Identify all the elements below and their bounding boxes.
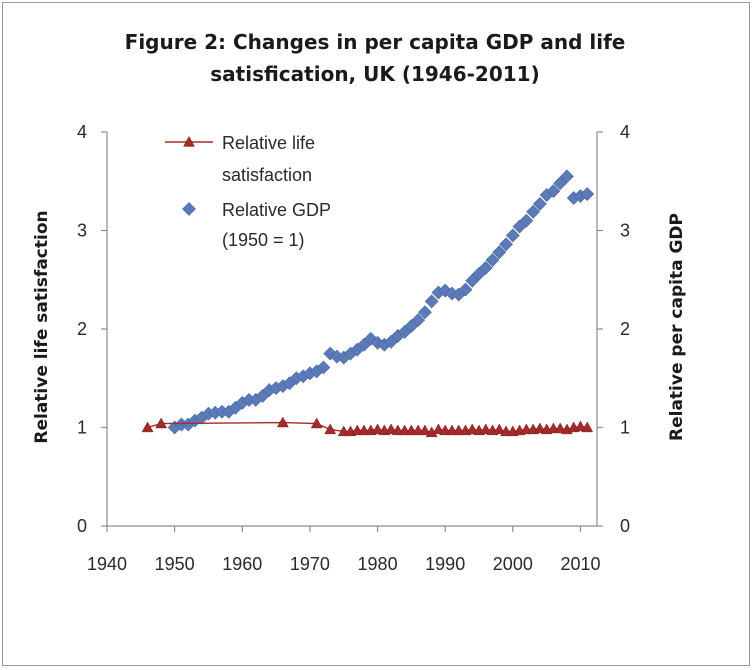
gdp-point	[546, 184, 561, 199]
legend-label-life-satisfaction: satisfaction	[222, 165, 312, 185]
life-satisfaction-point	[466, 423, 479, 435]
life-satisfaction-point	[581, 421, 594, 433]
gdp-point	[424, 294, 439, 309]
life-satisfaction-point	[155, 417, 168, 429]
life-satisfaction-point	[418, 424, 431, 436]
life-satisfaction-point	[479, 423, 492, 435]
life-satisfaction-series	[141, 416, 594, 438]
gdp-point	[492, 245, 507, 260]
gdp-point	[485, 253, 500, 267]
life-satisfaction-point	[574, 420, 587, 432]
life-satisfaction-point	[276, 416, 289, 428]
x-tick-label: 1990	[425, 554, 465, 574]
chart-title-line-2: satisfication, UK (1946-2011)	[210, 62, 539, 86]
life-satisfaction-point	[432, 423, 445, 435]
life-satisfaction-point	[141, 421, 154, 433]
gdp-point	[316, 360, 331, 375]
gdp-point	[580, 187, 595, 201]
gdp-series	[167, 169, 595, 435]
gdp-point	[417, 305, 432, 320]
y2-axis-title: Relative per capita GDP	[667, 213, 687, 441]
life-satisfaction-point	[554, 422, 567, 434]
x-tick-label: 1950	[155, 554, 195, 574]
gdp-point	[526, 204, 541, 219]
y-tick-label: 0	[77, 516, 87, 536]
gdp-point	[505, 228, 520, 243]
axes: 0 1 2 3 4 0 1 2 3 4 1940 1950 1960 1970 1980 1990 2000 20…	[77, 122, 630, 574]
gdp-point	[465, 273, 480, 288]
x-tick-label: 1940	[87, 554, 127, 574]
gdp-point	[519, 213, 534, 228]
gdp-point	[458, 282, 473, 297]
y-tick-label: 2	[77, 319, 87, 339]
y2-tick-label: 3	[620, 221, 630, 241]
y2-tick-label: 2	[620, 319, 630, 339]
gdp-point	[478, 261, 493, 275]
y-tick-label: 4	[77, 122, 87, 142]
life-satisfaction-point	[493, 423, 506, 435]
gdp-point	[532, 196, 547, 211]
life-satisfaction-point	[385, 423, 398, 435]
life-satisfaction-point	[310, 417, 323, 429]
x-tick-label: 1960	[222, 554, 262, 574]
legend-triangle-marker	[183, 135, 195, 147]
x-tick-label: 1980	[358, 554, 398, 574]
gdp-point	[411, 313, 426, 328]
gdp-point	[553, 176, 568, 191]
y2-tick-label: 1	[620, 418, 630, 438]
y-axis-title: Relative life satisfaction	[32, 210, 52, 443]
legend-label-gdp: (1950 = 1)	[222, 230, 305, 250]
x-tick-label: 1970	[290, 554, 330, 574]
life-satisfaction-point	[533, 422, 546, 434]
legend-diamond-marker	[182, 202, 196, 216]
life-satisfaction-point	[371, 423, 384, 435]
gdp-point	[499, 237, 513, 252]
x-tick-label: 2010	[560, 554, 600, 574]
chart-title-line-1: Figure 2: Changes in per capita GDP and …	[125, 30, 626, 54]
gdp-point	[560, 169, 574, 184]
legend-label-life-satisfaction: Relative life	[222, 133, 315, 153]
legend-label-gdp: Relative GDP	[222, 200, 331, 220]
x-tick-label: 2000	[493, 554, 533, 574]
y-tick-label: 1	[77, 418, 87, 438]
y2-tick-label: 4	[620, 122, 630, 142]
y-tick-label: 3	[77, 221, 87, 241]
life-satisfaction-point	[324, 423, 337, 435]
y2-tick-label: 0	[620, 516, 630, 536]
legend: Relative life satisfaction Relative GDP (19…	[165, 133, 331, 250]
